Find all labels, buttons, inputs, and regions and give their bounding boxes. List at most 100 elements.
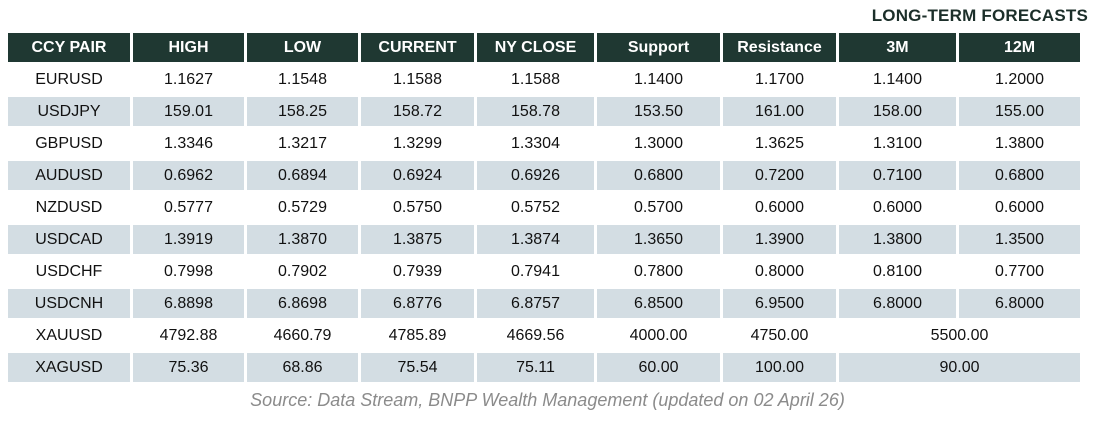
cell-resistance: 1.3625 — [723, 129, 836, 158]
long-term-forecasts-label: LONG-TERM FORECASTS — [871, 6, 1088, 25]
cell-m12: 0.6800 — [959, 161, 1080, 190]
column-header-low: LOW — [247, 33, 358, 62]
cell-current: 1.1588 — [361, 65, 474, 94]
table-row: AUDUSD 0.6962 0.6894 0.6924 0.6926 0.6800 0.72… — [8, 161, 1080, 190]
cell-low: 158.25 — [247, 97, 358, 126]
column-header-3m: 3M — [839, 33, 956, 62]
cell-resistance: 0.7200 — [723, 161, 836, 190]
cell-support: 1.1400 — [597, 65, 720, 94]
cell-m3: 1.1400 — [839, 65, 956, 94]
cell-current: 4785.89 — [361, 321, 474, 350]
cell-ny-close: 0.6926 — [477, 161, 594, 190]
cell-resistance: 1.3900 — [723, 225, 836, 254]
cell-forecast-merged: 90.00 — [839, 353, 1080, 382]
cell-high: 0.6962 — [133, 161, 244, 190]
cell-ny-close: 75.11 — [477, 353, 594, 382]
cell-current: 6.8776 — [361, 289, 474, 318]
table-row: USDCNH 6.8898 6.8698 6.8776 6.8757 6.8500 6.95… — [8, 289, 1080, 318]
cell-high: 4792.88 — [133, 321, 244, 350]
cell-high: 0.7998 — [133, 257, 244, 286]
cell-ny-close: 158.78 — [477, 97, 594, 126]
cell-high: 1.1627 — [133, 65, 244, 94]
cell-forecast-merged: 5500.00 — [839, 321, 1080, 350]
cell-current: 1.3875 — [361, 225, 474, 254]
table-row: USDCHF 0.7998 0.7902 0.7939 0.7941 0.7800 0.80… — [8, 257, 1080, 286]
cell-resistance: 0.6000 — [723, 193, 836, 222]
cell-ny-close: 1.3874 — [477, 225, 594, 254]
cell-m3: 0.7100 — [839, 161, 956, 190]
column-header-12m: 12M — [959, 33, 1080, 62]
column-header-ny-close: NY CLOSE — [477, 33, 594, 62]
cell-m12: 0.7700 — [959, 257, 1080, 286]
cell-m3: 158.00 — [839, 97, 956, 126]
cell-low: 68.86 — [247, 353, 358, 382]
cell-ny-close: 1.1588 — [477, 65, 594, 94]
cell-support: 1.3650 — [597, 225, 720, 254]
cell-current: 0.7939 — [361, 257, 474, 286]
fx-forecast-table: CCY PAIR HIGH LOW CURRENT NY CLOSE Support Res… — [5, 30, 1083, 385]
cell-m12: 1.3800 — [959, 129, 1080, 158]
cell-low: 1.1548 — [247, 65, 358, 94]
cell-ny-close: 0.5752 — [477, 193, 594, 222]
cell-ny-close: 4669.56 — [477, 321, 594, 350]
cell-support: 0.7800 — [597, 257, 720, 286]
cell-ny-close: 0.7941 — [477, 257, 594, 286]
table-row: XAUUSD 4792.88 4660.79 4785.89 4669.56 4000.0… — [8, 321, 1080, 350]
cell-m12: 155.00 — [959, 97, 1080, 126]
cell-low: 0.7902 — [247, 257, 358, 286]
table-row: XAGUSD 75.36 68.86 75.54 75.11 60.00 100.00 90.… — [8, 353, 1080, 382]
cell-pair: USDJPY — [8, 97, 130, 126]
cell-ny-close: 1.3304 — [477, 129, 594, 158]
cell-m12: 1.2000 — [959, 65, 1080, 94]
cell-m3: 0.8100 — [839, 257, 956, 286]
cell-pair: AUDUSD — [8, 161, 130, 190]
cell-pair: NZDUSD — [8, 193, 130, 222]
cell-support: 0.6800 — [597, 161, 720, 190]
table-row: GBPUSD 1.3346 1.3217 1.3299 1.3304 1.3000 1.36… — [8, 129, 1080, 158]
cell-current: 75.54 — [361, 353, 474, 382]
cell-high: 6.8898 — [133, 289, 244, 318]
cell-high: 159.01 — [133, 97, 244, 126]
cell-low: 0.6894 — [247, 161, 358, 190]
cell-high: 1.3919 — [133, 225, 244, 254]
source-attribution: Source: Data Stream, BNPP Wealth Managem… — [250, 390, 845, 410]
cell-current: 0.6924 — [361, 161, 474, 190]
cell-resistance: 161.00 — [723, 97, 836, 126]
column-header-ccy-pair: CCY PAIR — [8, 33, 130, 62]
cell-resistance: 1.1700 — [723, 65, 836, 94]
cell-m3: 0.6000 — [839, 193, 956, 222]
cell-low: 4660.79 — [247, 321, 358, 350]
cell-high: 75.36 — [133, 353, 244, 382]
cell-m3: 6.8000 — [839, 289, 956, 318]
cell-pair: XAUUSD — [8, 321, 130, 350]
cell-support: 153.50 — [597, 97, 720, 126]
cell-support: 0.5700 — [597, 193, 720, 222]
table-row: EURUSD 1.1627 1.1548 1.1588 1.1588 1.1400 1.17… — [8, 65, 1080, 94]
cell-m3: 1.3100 — [839, 129, 956, 158]
column-header-current: CURRENT — [361, 33, 474, 62]
cell-pair: USDCAD — [8, 225, 130, 254]
cell-support: 1.3000 — [597, 129, 720, 158]
cell-resistance: 0.8000 — [723, 257, 836, 286]
cell-current: 158.72 — [361, 97, 474, 126]
cell-ny-close: 6.8757 — [477, 289, 594, 318]
cell-pair: USDCNH — [8, 289, 130, 318]
cell-high: 0.5777 — [133, 193, 244, 222]
cell-current: 1.3299 — [361, 129, 474, 158]
cell-current: 0.5750 — [361, 193, 474, 222]
table-row: USDCAD 1.3919 1.3870 1.3875 1.3874 1.3650 1.39… — [8, 225, 1080, 254]
cell-pair: GBPUSD — [8, 129, 130, 158]
cell-resistance: 100.00 — [723, 353, 836, 382]
cell-support: 6.8500 — [597, 289, 720, 318]
cell-m12: 1.3500 — [959, 225, 1080, 254]
cell-m3: 1.3800 — [839, 225, 956, 254]
cell-low: 6.8698 — [247, 289, 358, 318]
cell-high: 1.3346 — [133, 129, 244, 158]
table-header: CCY PAIR HIGH LOW CURRENT NY CLOSE Support Res… — [8, 33, 1080, 62]
table-row: USDJPY 159.01 158.25 158.72 158.78 153.50 161.… — [8, 97, 1080, 126]
column-header-support: Support — [597, 33, 720, 62]
cell-low: 1.3870 — [247, 225, 358, 254]
table-body: EURUSD 1.1627 1.1548 1.1588 1.1588 1.1400 1.17… — [8, 65, 1080, 382]
cell-pair: EURUSD — [8, 65, 130, 94]
